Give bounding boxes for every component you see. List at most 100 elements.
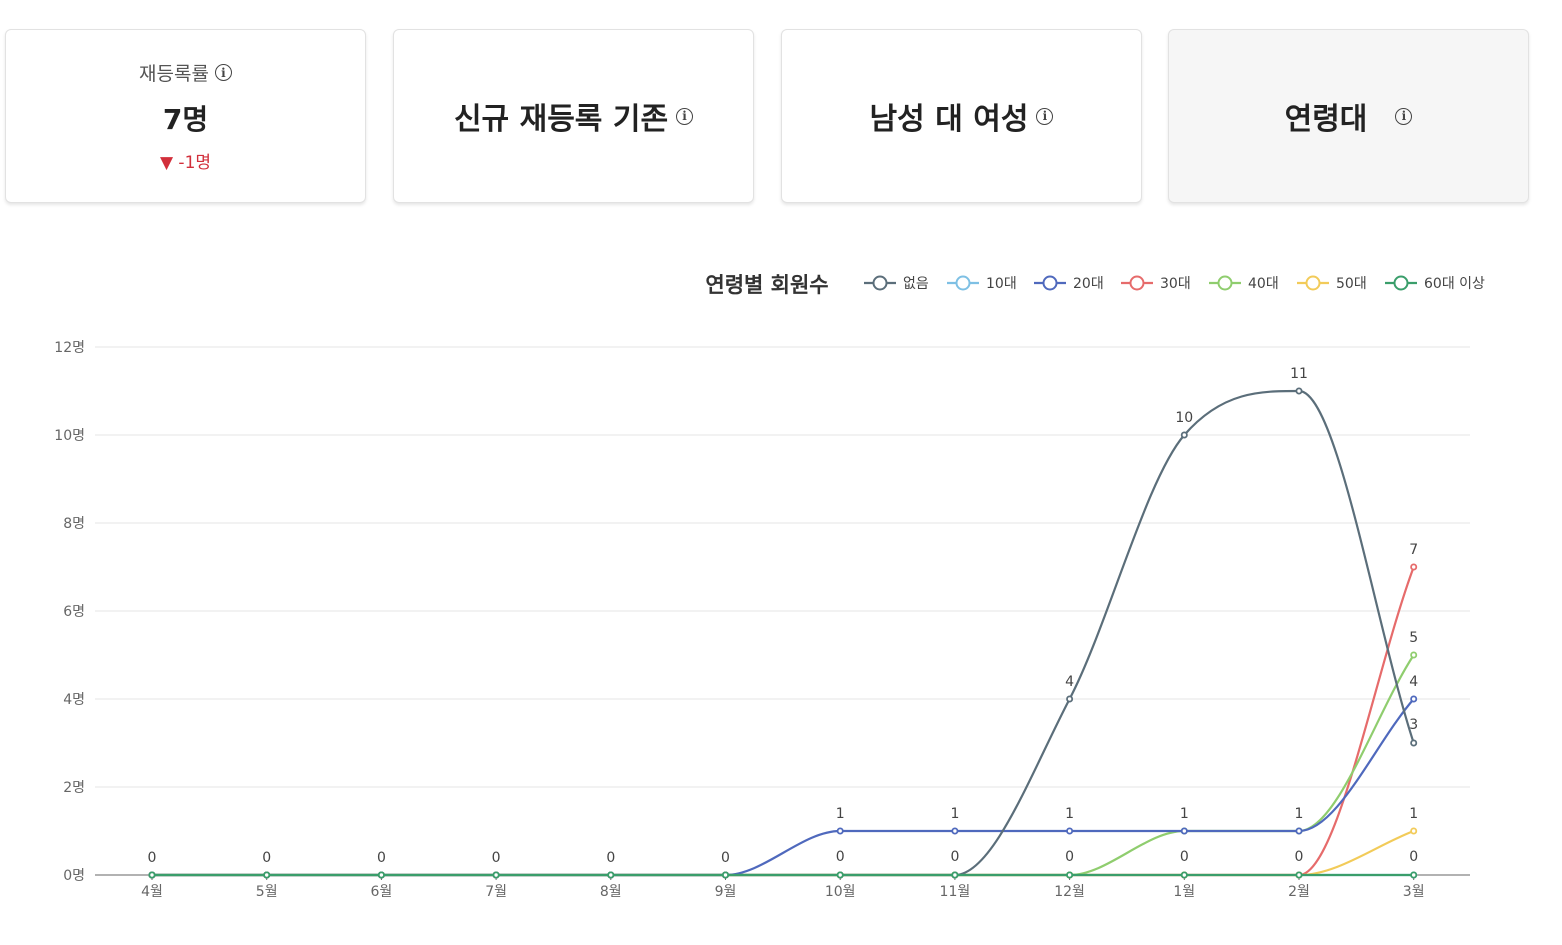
data-label: 0: [1065, 849, 1074, 865]
x-tick-label: 3월: [1403, 884, 1425, 900]
info-icon[interactable]: i: [676, 107, 694, 125]
legend-label: 10대: [986, 276, 1017, 292]
data-point: [1066, 827, 1074, 835]
data-label: 1: [1409, 806, 1418, 822]
data-label: 0: [606, 850, 615, 866]
series-line-4: [152, 654, 1415, 877]
card-title: 재등록률: [139, 63, 209, 85]
x-tick-label: 5월: [256, 884, 278, 900]
data-label: 3: [1409, 717, 1418, 733]
legend-marker: [1217, 275, 1233, 291]
data-label: 4: [1065, 674, 1074, 690]
legend-marker: [1129, 275, 1145, 291]
legend-marker: [1305, 275, 1321, 291]
info-icon[interactable]: i: [1395, 107, 1413, 125]
series-line-3: [152, 566, 1415, 877]
data-label: 1: [1065, 806, 1074, 822]
data-point: [1180, 827, 1188, 835]
y-tick-label: 0명: [63, 868, 85, 884]
data-point: [1410, 563, 1418, 571]
data-point: [1410, 695, 1418, 703]
y-tick-label: 12명: [54, 340, 85, 356]
data-point: [1410, 827, 1418, 835]
card-age-group[interactable]: 연령대 i: [1168, 29, 1529, 203]
data-label: 1: [1180, 806, 1189, 822]
data-point: [951, 827, 959, 835]
data-point: [1295, 387, 1303, 395]
legend-label: 없음: [903, 276, 929, 292]
x-tick-label: 4월: [141, 884, 163, 900]
x-tick-label: 1월: [1173, 884, 1195, 900]
data-point: [951, 871, 959, 879]
legend-label: 20대: [1073, 276, 1104, 292]
x-tick-label: 11월: [940, 884, 971, 900]
data-point: [836, 871, 844, 879]
card-new-reregistration-existing[interactable]: 신규 재등록 기존 i: [393, 29, 754, 203]
data-point: [377, 871, 385, 879]
data-label: 0: [836, 849, 845, 865]
data-label: 0: [148, 850, 157, 866]
card-reregistration-rate[interactable]: 재등록률 i 7명 ▼ -1명: [5, 29, 366, 203]
data-point: [263, 871, 271, 879]
data-label: 0: [492, 850, 501, 866]
y-tick-label: 8명: [63, 516, 85, 532]
legend-label: 60대 이상: [1424, 276, 1485, 292]
data-label: 1: [950, 806, 959, 822]
data-point: [722, 871, 730, 879]
data-label: 1: [1295, 806, 1304, 822]
data-label: 0: [1295, 849, 1304, 865]
age-chart: 0명 2명 4명 6명 8명 10명 12명 4월 5월 6월 7월 8월 9월 10월 11월 12월 1월 2…: [0, 250, 1562, 940]
legend-marker: [955, 275, 971, 291]
legend-marker: [1042, 275, 1058, 291]
x-tick-label: 2월: [1288, 884, 1310, 900]
legend-label: 40대: [1248, 276, 1279, 292]
card-title: 연령대: [1284, 102, 1368, 137]
legend-marker: [872, 275, 888, 291]
data-point: [1410, 871, 1418, 879]
x-tick-label: 6월: [371, 884, 393, 900]
legend-marker: [1393, 275, 1409, 291]
data-point: [1180, 431, 1188, 439]
data-label: 0: [721, 850, 730, 866]
data-label: 0: [262, 850, 271, 866]
data-label: 4: [1409, 674, 1418, 690]
x-tick-label: 9월: [715, 884, 737, 900]
data-label: 0: [1409, 849, 1418, 865]
x-tick-label: 7월: [485, 884, 507, 900]
y-tick-label: 2명: [63, 780, 85, 796]
data-point: [492, 871, 500, 879]
data-label: 0: [1180, 849, 1189, 865]
data-label: 5: [1409, 630, 1418, 646]
data-label: 11: [1290, 366, 1308, 382]
data-point: [1066, 871, 1074, 879]
x-tick-label: 8월: [600, 884, 622, 900]
info-icon[interactable]: i: [1036, 107, 1054, 125]
data-point: [1410, 739, 1418, 747]
data-point: [1295, 827, 1303, 835]
card-delta: ▼ -1명: [159, 153, 212, 173]
data-label: 0: [377, 850, 386, 866]
summary-cards: 재등록률 i 7명 ▼ -1명 신규 재등록 기존 i 남성 대 여성 i 연령…: [5, 29, 1531, 205]
data-point: [836, 827, 844, 835]
data-point: [1410, 651, 1418, 659]
data-point: [1295, 871, 1303, 879]
data-label: 0: [950, 849, 959, 865]
x-tick-label: 12월: [1054, 884, 1085, 900]
y-tick-label: 10명: [54, 428, 85, 444]
chart-title: 연령별 회원수: [705, 273, 828, 297]
info-icon[interactable]: i: [214, 64, 232, 81]
series-line-0: [152, 389, 1415, 877]
legend-label: 30대: [1160, 276, 1191, 292]
data-label: 1: [836, 806, 845, 822]
card-title: 남성 대 여성: [869, 102, 1029, 137]
data-point: [148, 871, 156, 879]
data-label: 10: [1175, 410, 1193, 426]
data-point: [1180, 871, 1188, 879]
data-point: [607, 871, 615, 879]
card-male-vs-female[interactable]: 남성 대 여성 i: [781, 29, 1142, 203]
card-title: 신규 재등록 기존: [453, 102, 669, 137]
y-tick-label: 6명: [63, 604, 85, 620]
card-value: 7명: [162, 103, 209, 136]
y-tick-label: 4명: [63, 692, 85, 708]
